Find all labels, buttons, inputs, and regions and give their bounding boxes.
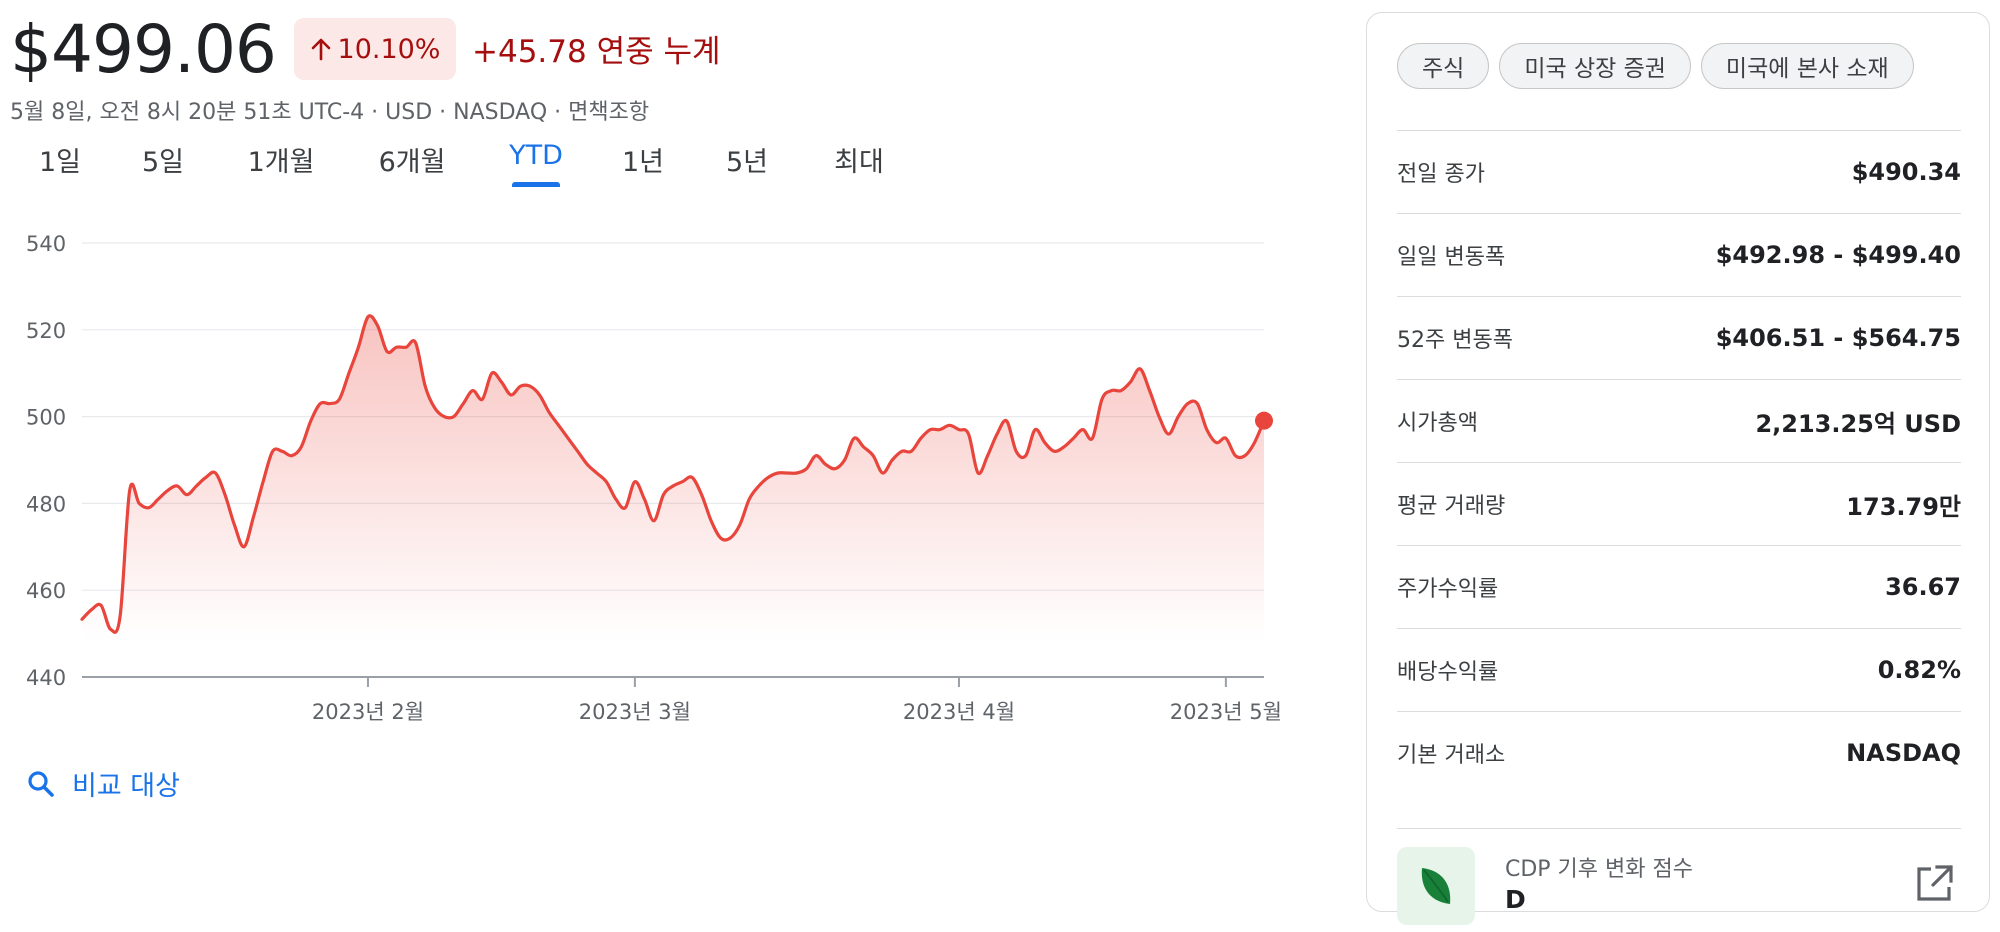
stat-label: 전일 종가 (1397, 162, 1485, 187)
stat-row-market-cap: 시가총액 2,213.25억 USD (1397, 379, 1961, 462)
change-percent-value: 10.10% (337, 33, 441, 65)
tab-max[interactable]: 최대 (834, 147, 884, 178)
x-tick-label: 2023년 3월 (579, 700, 691, 724)
search-icon (28, 770, 54, 797)
change-percent-badge: 10.10% (294, 18, 456, 80)
active-tab-indicator (512, 182, 560, 187)
x-tick-label: 2023년 2월 (312, 700, 424, 724)
price-line (80, 314, 1266, 634)
tab-1d[interactable]: 1일 (38, 147, 82, 178)
stat-row-day-range: 일일 변동폭 $492.98 - $499.40 (1397, 213, 1961, 296)
current-price: $499.06 (10, 11, 277, 88)
stat-label: 배당수익률 (1397, 660, 1499, 685)
tab-1m[interactable]: 1개월 (247, 147, 315, 178)
stat-row-52-week-range: 52주 변동폭 $406.51 - $564.75 (1397, 296, 1961, 379)
stat-value: NASDAQ (1846, 739, 1961, 767)
chip-stock[interactable]: 주식 (1397, 43, 1490, 89)
quote-meta: 5월 8일, 오전 8시 20분 51초 UTC-4 · USD · NASDA… (10, 100, 650, 125)
tab-ytd[interactable]: YTD (509, 140, 563, 171)
change-absolute: +45.78 연중 누계 (472, 34, 721, 70)
y-tick-label: 520 (26, 319, 66, 343)
price-chart-svg[interactable]: 440 460 480 500 520 540 2023년 2월 2023년 3월 2023년… (0, 210, 1300, 750)
stat-value: 173.79만 (1846, 492, 1961, 521)
stat-row-primary-exchange: 기본 거래소 NASDAQ (1397, 711, 1961, 794)
chip-us-listed[interactable]: 미국 상장 증권 (1499, 43, 1691, 89)
leaf-icon (1421, 868, 1451, 904)
stat-label: 52주 변동폭 (1397, 328, 1513, 353)
stat-value: $492.98 - $499.40 (1715, 241, 1961, 269)
last-price-point (1255, 411, 1273, 430)
stat-label: 평균 거래량 (1397, 494, 1506, 519)
stat-label: 기본 거래소 (1397, 743, 1506, 768)
y-tick-label: 540 (26, 232, 66, 256)
stat-value: 36.67 (1885, 573, 1961, 601)
stat-row-avg-volume: 평균 거래량 173.79만 (1397, 462, 1961, 545)
stat-row-previous-close: 전일 종가 $490.34 (1397, 130, 1961, 213)
tab-1y[interactable]: 1년 (621, 147, 665, 178)
stat-value: 2,213.25억 USD (1755, 409, 1961, 438)
stat-label: 시가총액 (1397, 411, 1478, 436)
cdp-score-value: D (1505, 885, 1526, 914)
y-tick-label: 460 (26, 579, 66, 603)
open-external-icon[interactable] (1913, 861, 1957, 905)
stat-value: $406.51 - $564.75 (1715, 324, 1961, 352)
category-chips: 주식 미국 상장 증권 미국에 본사 소재 (1397, 43, 1914, 89)
tab-5y[interactable]: 5년 (725, 147, 769, 178)
y-tick-label: 480 (26, 492, 66, 516)
compare-button[interactable]: 비교 대상 (26, 764, 180, 803)
stat-value: $490.34 (1851, 158, 1961, 186)
arrow-up-icon (311, 38, 330, 61)
price-area-fill (82, 315, 1264, 641)
y-tick-label: 500 (26, 406, 66, 430)
stat-row-pe-ratio: 주가수익률 36.67 (1397, 545, 1961, 628)
tab-6m[interactable]: 6개월 (378, 147, 446, 178)
stat-value: 0.82% (1877, 656, 1961, 684)
y-tick-label: 440 (26, 666, 66, 690)
x-tick-label: 2023년 4월 (903, 700, 1015, 724)
price-chart[interactable]: 440 460 480 500 520 540 2023년 2월 2023년 3월 2023년… (0, 210, 1300, 750)
stat-label: 주가수익률 (1397, 577, 1499, 602)
compare-label: 비교 대상 (72, 771, 180, 802)
leaf-icon-box (1397, 847, 1475, 925)
stat-row-dividend-yield: 배당수익률 0.82% (1397, 628, 1961, 711)
cdp-climate-score[interactable]: CDP 기후 변화 점수 D (1397, 828, 1961, 925)
stat-label: 일일 변동폭 (1397, 245, 1506, 270)
key-stats-list: 전일 종가 $490.34 일일 변동폭 $492.98 - $499.40 5… (1397, 130, 1961, 794)
chip-us-headquartered[interactable]: 미국에 본사 소재 (1700, 43, 1914, 89)
tab-5d[interactable]: 5일 (141, 147, 185, 178)
stats-panel: 주식 미국 상장 증권 미국에 본사 소재 전일 종가 $490.34 일일 변… (1366, 12, 1990, 925)
cdp-label: CDP 기후 변화 점수 (1505, 857, 1693, 882)
x-tick-label: 2023년 5월 (1170, 700, 1282, 724)
